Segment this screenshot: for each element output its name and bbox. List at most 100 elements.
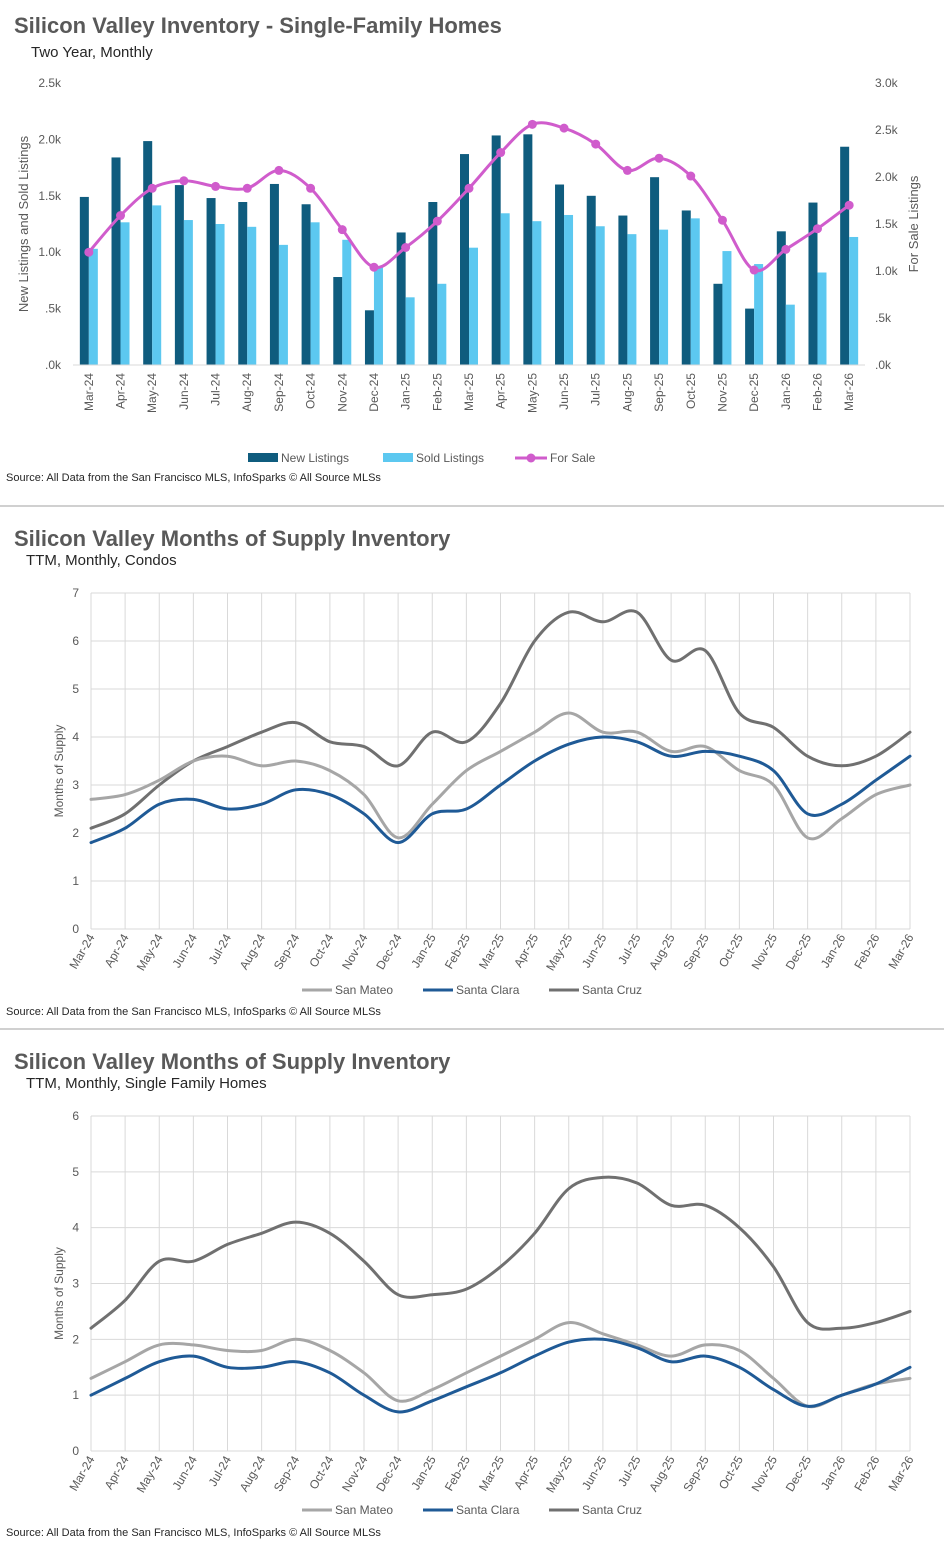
new-listings-bar	[713, 283, 723, 365]
x-tick-label: Dec-25	[783, 1453, 815, 1494]
y-tick-label: 5	[72, 1165, 79, 1179]
new-listings-bar	[555, 184, 565, 365]
legend-label-santa-clara: Santa Clara	[456, 1503, 520, 1517]
new-listings-bar	[396, 232, 406, 365]
y-tick-label: 2	[72, 826, 79, 840]
divider	[0, 505, 944, 507]
condo-supply-chart-panel: Silicon Valley Months of Supply Inventor…	[0, 507, 944, 1028]
x-tick-label: Sep-25	[680, 1453, 712, 1494]
y-tick-label: 0	[72, 922, 79, 936]
x-tick-label: Dec-24	[367, 373, 381, 412]
santa-clara-line	[89, 735, 912, 845]
chart1-subtitle: Two Year, Monthly	[31, 44, 153, 61]
new-listings-bar	[428, 202, 438, 365]
x-tick-label: Mar-24	[82, 373, 96, 411]
y-tick-label: 2	[72, 1332, 79, 1346]
legend-label-for-sale: For Sale	[550, 451, 596, 465]
for-sale-point	[337, 225, 347, 235]
sold-listings-bar	[152, 205, 162, 365]
chart2-subtitle: TTM, Monthly, Condos	[26, 552, 177, 569]
sold-listings-bar	[722, 251, 732, 365]
x-tick-label: Mar-25	[476, 931, 507, 971]
y2-tick-label: 1.0k	[875, 264, 899, 278]
for-sale-point	[591, 139, 601, 149]
sold-listings-bar	[817, 272, 827, 365]
x-tick-label: Mar-26	[885, 931, 916, 971]
x-tick-label: Feb-25	[442, 931, 473, 971]
legend-marker-for-sale	[526, 453, 536, 463]
sold-listings-bar	[120, 222, 130, 365]
sold-listings-bar	[690, 218, 700, 365]
x-tick-label: Jul-25	[615, 1453, 644, 1489]
for-sale-point	[622, 165, 632, 175]
x-tick-label: Mar-25	[462, 373, 476, 411]
y-tick-label: 1	[72, 1388, 79, 1402]
x-tick-label: May-25	[543, 1453, 575, 1495]
new-listings-bar	[238, 202, 248, 365]
inventory-chart: .0k .5k 1.0k 1.5k 2.0k 2.5k .0k .5k 1.0k 1.5k 2.0k…	[16, 76, 921, 465]
legend-swatch-sold-listings	[383, 453, 413, 462]
chart3-subtitle: TTM, Monthly, Single Family Homes	[26, 1075, 267, 1092]
x-tick-label: Sep-25	[652, 373, 666, 412]
new-listings-bar	[301, 204, 311, 365]
for-sale-point	[749, 265, 759, 275]
y2-tick-label: 1.5k	[875, 217, 899, 231]
divider	[0, 1028, 944, 1030]
y-axis-label: New Listings and Sold Listings	[16, 135, 31, 312]
x-tick-label: Apr-25	[511, 931, 541, 969]
chart1-title: Silicon Valley Inventory - Single-Family…	[14, 13, 502, 38]
sfh-supply-chart-panel: Silicon Valley Months of Supply Inventor…	[0, 1030, 944, 1546]
for-sale-point	[242, 183, 252, 193]
y-tick-label: 6	[72, 1109, 79, 1123]
y2-tick-label: 2.5k	[875, 123, 899, 137]
for-sale-point	[464, 183, 474, 193]
y2-tick-label: .5k	[875, 311, 892, 325]
x-tick-label: Oct-25	[716, 1453, 746, 1491]
x-tick-label: Aug-25	[620, 373, 634, 412]
x-tick-label: Dec-25	[783, 931, 815, 972]
new-listings-bar	[745, 308, 755, 365]
y-tick-label: 1.0k	[38, 245, 62, 259]
sold-listings-bar	[437, 283, 447, 365]
y-tick-label: 0	[72, 1444, 79, 1458]
sold-listings-bar	[278, 244, 288, 365]
x-tick-label: Feb-25	[442, 1453, 473, 1493]
for-sale-point	[84, 247, 94, 257]
for-sale-point	[686, 171, 696, 181]
x-tick-label: Mar-24	[66, 931, 97, 971]
chart2-title: Silicon Valley Months of Supply Inventor…	[14, 526, 451, 551]
y2-tick-label: 2.0k	[875, 170, 899, 184]
x-tick-label: Sep-24	[272, 373, 286, 412]
legend-label-san-mateo: San Mateo	[335, 1503, 393, 1517]
x-tick-label: Mar-26	[842, 373, 856, 411]
x-tick-label: Mar-25	[476, 1453, 507, 1493]
y-tick-label: 7	[72, 586, 79, 600]
x-tick-label: Jul-25	[615, 931, 644, 967]
x-tick-label: Sep-24	[271, 1453, 303, 1494]
x-tick-label: Dec-25	[747, 373, 761, 412]
x-tick-label: Jan-26	[818, 931, 849, 970]
for-sale-point	[369, 262, 379, 272]
sold-listings-bar	[405, 297, 415, 365]
x-tick-label: May-24	[145, 373, 159, 413]
y-tick-label: 2.0k	[38, 132, 62, 146]
new-listings-bar	[174, 185, 184, 365]
x-tick-label: Oct-25	[716, 931, 746, 969]
x-tick-label: Nov-24	[339, 931, 371, 972]
sold-listings-bar	[500, 213, 510, 365]
new-listings-bar	[776, 231, 786, 365]
x-tick-label: Apr-24	[102, 1453, 132, 1491]
new-listings-bar	[206, 198, 216, 365]
x-tick-label: Feb-26	[810, 373, 824, 411]
x-tick-label: Nov-25	[749, 1453, 781, 1494]
x-tick-label: Jun-24	[169, 1453, 200, 1492]
x-tick-label: Jun-25	[579, 1453, 610, 1492]
y-tick-label: 2.5k	[38, 76, 62, 90]
sold-listings-bar	[247, 226, 257, 365]
new-listings-bar	[143, 141, 153, 365]
x-tick-label: Apr-25	[494, 373, 508, 409]
x-tick-label: Apr-25	[511, 1453, 541, 1491]
new-listings-bar	[111, 157, 121, 365]
new-listings-bar	[460, 154, 469, 365]
